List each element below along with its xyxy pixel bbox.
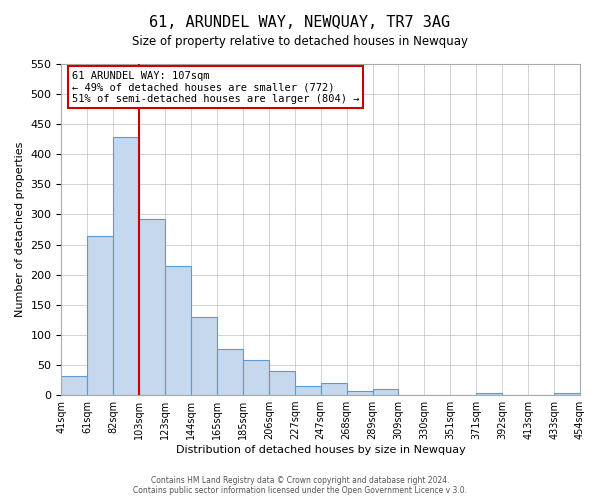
Bar — [554, 392, 580, 395]
Text: 61, ARUNDEL WAY, NEWQUAY, TR7 3AG: 61, ARUNDEL WAY, NEWQUAY, TR7 3AG — [149, 15, 451, 30]
Bar — [269, 371, 295, 395]
Text: Size of property relative to detached houses in Newquay: Size of property relative to detached ho… — [132, 35, 468, 48]
Bar — [88, 236, 113, 395]
Text: Contains HM Land Registry data © Crown copyright and database right 2024.
Contai: Contains HM Land Registry data © Crown c… — [133, 476, 467, 495]
Text: 61 ARUNDEL WAY: 107sqm
← 49% of detached houses are smaller (772)
51% of semi-de: 61 ARUNDEL WAY: 107sqm ← 49% of detached… — [72, 70, 359, 104]
Bar — [243, 360, 269, 395]
Bar — [321, 383, 347, 395]
Bar — [476, 392, 502, 395]
Bar — [191, 317, 217, 395]
X-axis label: Distribution of detached houses by size in Newquay: Distribution of detached houses by size … — [176, 445, 466, 455]
Bar — [217, 350, 243, 395]
Bar — [61, 376, 88, 395]
Bar — [373, 389, 398, 395]
Bar — [347, 391, 373, 395]
Bar — [139, 218, 165, 395]
Bar — [165, 266, 191, 395]
Y-axis label: Number of detached properties: Number of detached properties — [15, 142, 25, 317]
Bar — [113, 138, 139, 395]
Bar — [295, 386, 321, 395]
